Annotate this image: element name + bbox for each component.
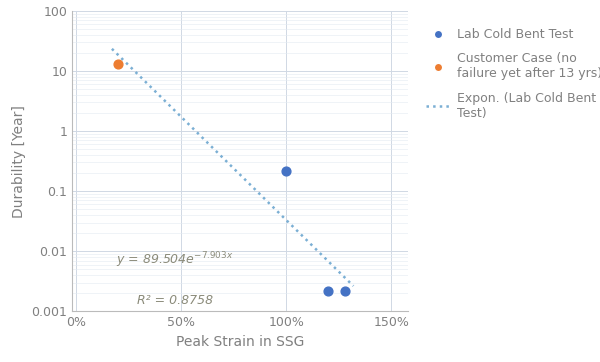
Point [113,61,123,67]
Text: y = 89.504e$^{-7.903x}$: y = 89.504e$^{-7.903x}$ [116,251,233,270]
Y-axis label: Durability [Year]: Durability [Year] [12,105,26,218]
Point [340,288,350,294]
X-axis label: Peak Strain in SSG: Peak Strain in SSG [176,335,304,349]
Point [323,288,333,294]
Legend: Lab Cold Bent Test, Customer Case (no
failure yet after 13 yrs), Expon. (Lab Col: Lab Cold Bent Test, Customer Case (no fa… [421,23,600,125]
Text: R² = 0.8758: R² = 0.8758 [137,294,213,307]
Point [281,168,291,173]
